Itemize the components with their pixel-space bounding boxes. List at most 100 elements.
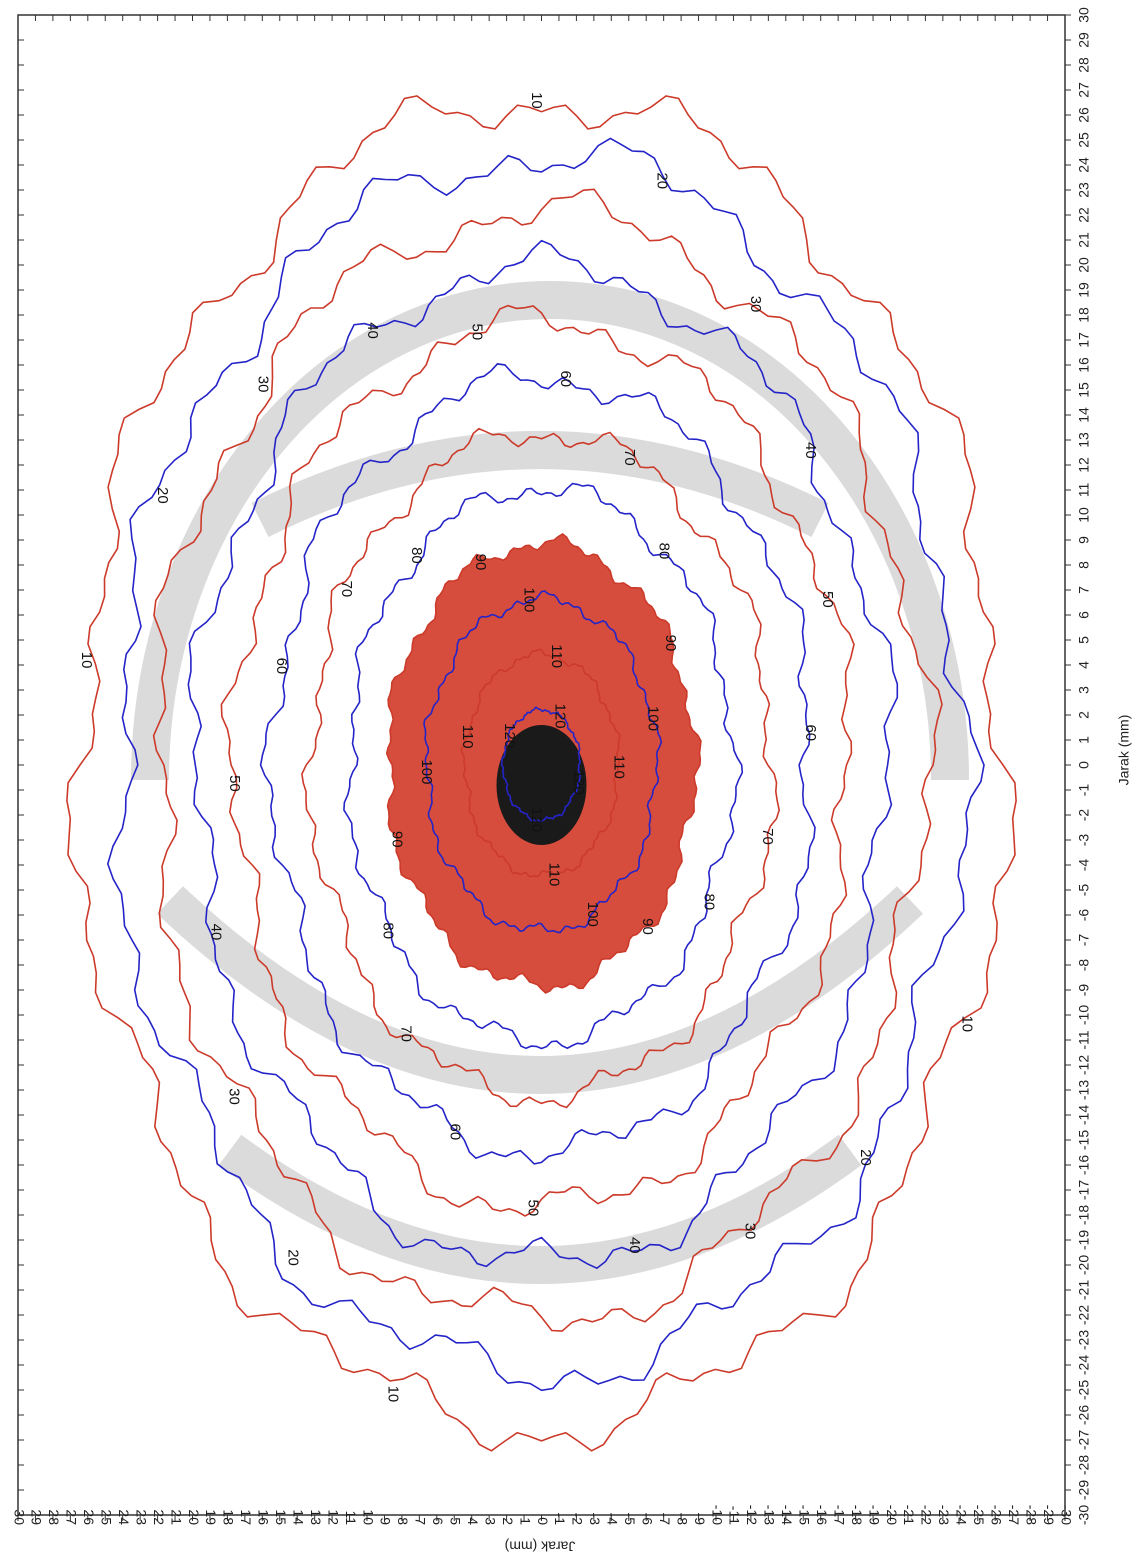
contour-label: 110 (610, 755, 627, 779)
y-tick-label: 0 (535, 1517, 551, 1525)
contour-label: 40 (364, 322, 381, 339)
contour-label: 50 (525, 1200, 542, 1217)
contour-label: 60 (802, 724, 819, 741)
y-tick-label: -4 (605, 1513, 621, 1526)
y-tick-label: -15 (797, 1505, 813, 1525)
x-tick-label: -14 (1076, 1105, 1092, 1125)
y-tick-label: 12 (325, 1509, 341, 1525)
contour-label: 10 (959, 1015, 976, 1032)
contour-label: 100 (584, 902, 601, 927)
x-axis-title: Jarak (mm) (1116, 715, 1132, 786)
contour-label: 20 (285, 1249, 302, 1266)
x-tick-label: -25 (1076, 1380, 1092, 1400)
contour-label: 110 (545, 862, 562, 886)
y-tick-label: 21 (168, 1509, 184, 1525)
x-tick-label: -24 (1076, 1355, 1092, 1375)
x-tick-label: 6 (1076, 611, 1092, 619)
contour-label: 60 (273, 658, 290, 675)
contour-label: 120 (501, 723, 518, 748)
x-tick-label: -26 (1076, 1405, 1092, 1425)
contour-label: 70 (759, 828, 776, 845)
y-tick-label: -17 (831, 1505, 847, 1525)
y-tick-label: 22 (151, 1509, 167, 1525)
contour-label: 90 (639, 918, 656, 935)
chart: 1010101020202020303030304040404050505050… (0, 0, 1138, 1558)
y-tick-label: -13 (762, 1505, 778, 1525)
y-tick-label: 27 (64, 1509, 80, 1525)
x-tick-label: -17 (1076, 1180, 1092, 1200)
y-tick-label: 30 (11, 1509, 27, 1525)
contour-label: 40 (207, 924, 224, 941)
contour-label: 80 (656, 543, 673, 560)
x-tick-label: 18 (1076, 307, 1092, 323)
y-tick-label: -26 (988, 1505, 1004, 1525)
x-tick-label: 17 (1076, 332, 1092, 348)
x-tick-label: 5 (1076, 636, 1092, 644)
contour-label: 20 (654, 172, 671, 189)
x-tick-label: -5 (1076, 884, 1092, 897)
y-tick-label: 1 (517, 1517, 533, 1525)
y-tick-label: 19 (203, 1509, 219, 1525)
contour-label: 120 (570, 770, 587, 795)
y-tick-label: -10 (709, 1505, 725, 1525)
y-tick-label: -2 (570, 1513, 586, 1526)
y-tick-label: -3 (587, 1513, 603, 1526)
y-tick-label: -25 (971, 1505, 987, 1525)
contour-label: 100 (521, 587, 538, 612)
y-tick-label: -11 (727, 1506, 743, 1525)
y-tick-label: 10 (360, 1509, 376, 1525)
contour-label: 100 (644, 706, 661, 731)
y-tick-label: -7 (657, 1513, 673, 1526)
contour-label: 50 (819, 591, 836, 608)
y-tick-label: -14 (779, 1505, 795, 1525)
y-tick-label: 11 (343, 1510, 359, 1525)
contour-label: 110 (548, 644, 565, 668)
contour-label: 10 (384, 1386, 401, 1403)
page: {"chart_data": {"type": "contour", "x_la… (0, 0, 1138, 1558)
x-tick-label: 26 (1076, 107, 1092, 123)
y-tick-label: -27 (1006, 1505, 1022, 1525)
x-tick-label: 22 (1076, 207, 1092, 223)
y-tick-label: 28 (46, 1509, 62, 1525)
x-tick-label: 3 (1076, 686, 1092, 694)
x-tick-label: 28 (1076, 57, 1092, 73)
y-tick-label: -12 (744, 1505, 760, 1525)
y-tick-label: 15 (273, 1509, 289, 1525)
x-tick-label: -15 (1076, 1130, 1092, 1150)
x-tick-label: 16 (1076, 357, 1092, 373)
x-tick-label: -4 (1076, 859, 1092, 872)
x-tick-label: -28 (1076, 1455, 1092, 1475)
x-tick-label: -8 (1076, 959, 1092, 972)
y-tick-label: -28 (1023, 1505, 1039, 1525)
y-tick-label: -19 (866, 1505, 882, 1525)
y-tick-label: -30 (1058, 1505, 1074, 1525)
contour-label: 80 (701, 893, 718, 910)
y-tick-label: 2 (500, 1517, 516, 1525)
y-tick-label: 7 (413, 1517, 429, 1525)
x-tick-label: 8 (1076, 561, 1092, 569)
x-tick-label: -27 (1076, 1430, 1092, 1450)
x-tick-label: 2 (1076, 711, 1092, 719)
y-tick-label: 13 (308, 1509, 324, 1525)
contour-label: 120 (552, 704, 569, 729)
contour-label: 40 (802, 442, 819, 459)
x-tick-label: 23 (1076, 182, 1092, 198)
x-tick-label: -12 (1076, 1055, 1092, 1075)
y-tick-label: -9 (692, 1513, 708, 1526)
y-tick-label: -21 (901, 1505, 917, 1525)
y-tick-label: -23 (936, 1505, 952, 1525)
x-tick-label: 14 (1076, 407, 1092, 423)
contour-label: 30 (254, 376, 271, 393)
contour-label: 10 (528, 92, 545, 109)
x-tick-label: 9 (1076, 536, 1092, 544)
y-tick-label: 24 (116, 1509, 132, 1525)
contour-label: 60 (446, 1124, 463, 1141)
y-tick-label: 3 (482, 1517, 498, 1525)
y-tick-label: -20 (884, 1505, 900, 1525)
y-tick-label: -8 (674, 1513, 690, 1526)
y-axis-title: Jarak (mm) (505, 1538, 576, 1554)
contour-label: 30 (747, 296, 764, 313)
x-tick-label: 4 (1076, 661, 1092, 669)
y-tick-label: 18 (221, 1509, 237, 1525)
contour-label: 50 (226, 775, 243, 792)
